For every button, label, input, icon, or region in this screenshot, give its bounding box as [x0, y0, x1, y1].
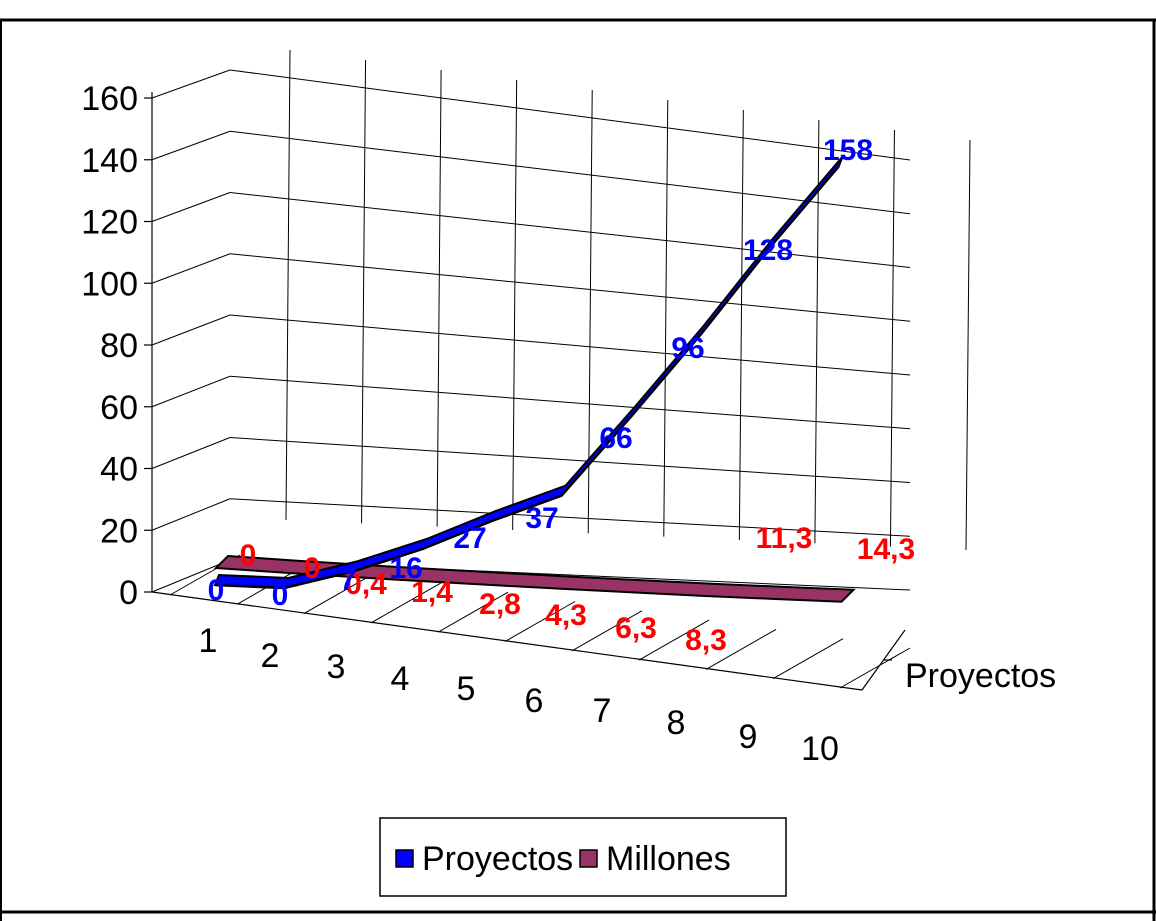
- value-axis-tick-label: 0: [119, 574, 138, 612]
- legend-swatch-proyectos: [395, 849, 414, 868]
- data-label-millones: 0,4: [345, 568, 387, 601]
- series-proyectos: [213, 155, 844, 590]
- data-label-proyectos: 0: [272, 579, 289, 612]
- gridline-vertical: [889, 129, 895, 547]
- data-label-proyectos: 37: [525, 502, 558, 535]
- category-axis-tick-label: 2: [261, 637, 280, 675]
- data-label-proyectos: 7: [340, 564, 357, 597]
- series-proyectos-line: [214, 165, 840, 590]
- category-axis-tick-label: 4: [391, 660, 410, 698]
- gridline-back: [229, 314, 911, 376]
- floor-gridline: [437, 591, 509, 633]
- legend-label-proyectos: Proyectos: [422, 840, 573, 878]
- data-label-proyectos: 66: [599, 422, 632, 455]
- floor-gridline: [571, 610, 643, 652]
- gridline-side: [151, 559, 231, 593]
- legend: Proyectos Millones: [379, 817, 787, 897]
- gridline-back: [229, 192, 911, 268]
- gridline-vertical: [361, 59, 367, 524]
- gridline-back: [229, 253, 911, 322]
- legend-swatch-millones: [579, 849, 598, 868]
- legend-label-millones: Millones: [606, 840, 731, 878]
- value-axis-tick-label: 60: [100, 389, 138, 427]
- category-axis: [151, 591, 863, 691]
- value-axis-tick-label: 160: [81, 80, 138, 118]
- floor-gridline: [370, 582, 442, 624]
- gridline-side: [151, 69, 231, 99]
- category-axis-tick-label: 6: [525, 682, 544, 720]
- data-label-millones: 14,3: [857, 533, 915, 566]
- data-label-proyectos: 16: [389, 552, 422, 585]
- gridline-vertical: [512, 79, 518, 531]
- series-millones-ribbon: [213, 554, 856, 603]
- value-axis-tick-label: 40: [100, 451, 138, 489]
- category-axis-tick-label: 3: [327, 648, 346, 686]
- floor-gridline: [705, 628, 777, 670]
- gridline-side: [151, 437, 231, 469]
- data-label-millones: 11,3: [756, 522, 813, 555]
- gridline-side: [151, 253, 231, 284]
- value-axis-tick-label: 140: [81, 142, 138, 180]
- value-axis-tick-label: 100: [81, 265, 138, 303]
- gridline-back: [229, 130, 911, 215]
- floor-gridline: [839, 647, 911, 689]
- gridline-back: [229, 69, 911, 161]
- data-label-millones: 0: [240, 539, 257, 572]
- data-label-millones: 2,8: [479, 588, 521, 621]
- category-axis-tick-label: 1: [199, 622, 218, 660]
- data-label-millones: 0: [304, 552, 321, 585]
- gridline-side: [151, 375, 231, 408]
- data-label-proyectos: 158: [823, 134, 873, 167]
- gridline-vertical: [814, 119, 820, 544]
- category-axis-tick-label: 5: [457, 670, 476, 708]
- value-axis-tick-label: 20: [100, 512, 138, 550]
- depth-axis-label: Proyectos: [905, 657, 1056, 695]
- depth-axis: [861, 629, 906, 691]
- data-label-millones: 6,3: [615, 612, 657, 645]
- value-axis-tick-label: 120: [81, 204, 138, 242]
- floor-gridline: [504, 601, 576, 642]
- data-label-millones: 8,3: [685, 624, 727, 657]
- category-axis-tick-label: 10: [801, 730, 839, 768]
- floor-gridline: [303, 573, 375, 615]
- data-label-millones: 1,4: [411, 576, 453, 609]
- data-label-proyectos: 0: [208, 574, 225, 607]
- gridline-vertical: [965, 139, 971, 551]
- data-label-proyectos: 96: [671, 332, 704, 365]
- value-axis-tick-label: 80: [100, 327, 138, 365]
- gridline-vertical: [285, 49, 291, 521]
- gridline-vertical: [663, 99, 669, 537]
- gridline-vertical: [738, 109, 744, 541]
- gridline-side: [151, 130, 231, 161]
- gridline-side: [151, 498, 231, 531]
- category-axis-tick-label: 9: [739, 718, 758, 756]
- category-axis-tick-label: 7: [593, 692, 612, 730]
- gridline-side: [151, 192, 231, 222]
- data-label-proyectos: 128: [743, 234, 793, 267]
- floor-gridline: [772, 638, 844, 680]
- category-axis-tick-label: 8: [667, 704, 686, 742]
- data-label-millones: 4,3: [545, 599, 587, 632]
- gridline-back: [229, 498, 911, 537]
- series-millones: [213, 554, 856, 603]
- gridline-vertical: [587, 89, 593, 534]
- gridline-side: [151, 314, 231, 346]
- data-labels: 0 0 0,4 1,4 2,8 4,3 6,3 8,311,3 14,30 0 7 162737669…: [208, 134, 916, 657]
- gridline-back: [229, 375, 911, 430]
- data-label-proyectos: 27: [453, 522, 486, 555]
- gridline-back: [229, 437, 911, 483]
- gridline-vertical: [436, 69, 442, 527]
- floor-gridline: [638, 619, 710, 661]
